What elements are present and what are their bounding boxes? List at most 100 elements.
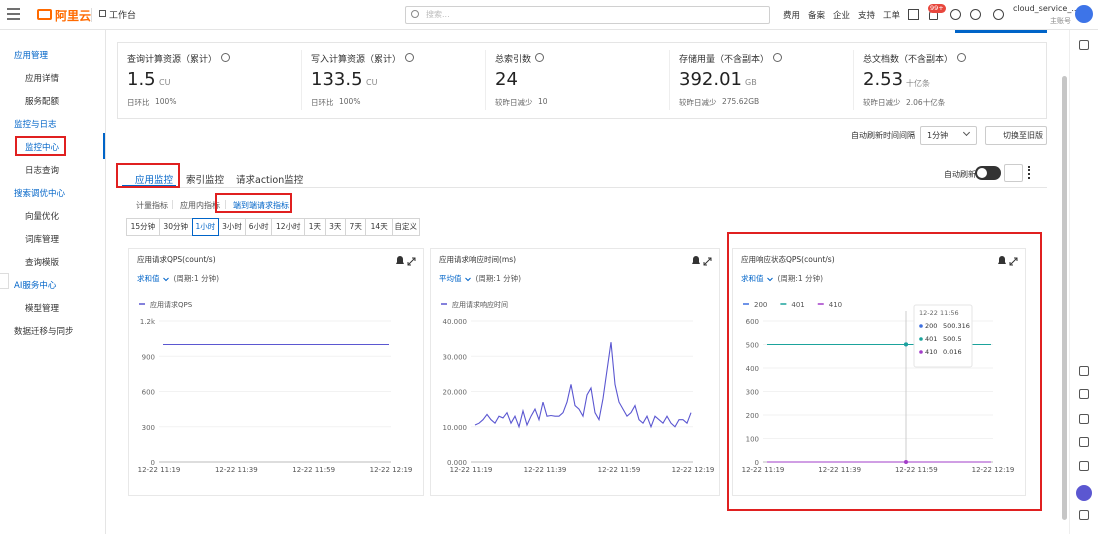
- sidebar-item[interactable]: 查询模版: [25, 258, 60, 268]
- sidebar-item[interactable]: 模型管理: [25, 304, 60, 314]
- rail-icon[interactable]: [1079, 461, 1089, 471]
- y-tick-label: 300: [746, 389, 759, 397]
- legend-label: 401: [791, 301, 804, 309]
- nav-icon[interactable]: [970, 9, 981, 20]
- x-tick-label: 12-22 11:39: [215, 466, 258, 474]
- ai-assistant-icon[interactable]: [1076, 485, 1092, 501]
- refresh-button[interactable]: [1004, 164, 1023, 182]
- sidebar-item[interactable]: 应用详情: [25, 74, 60, 84]
- time-range-button[interactable]: 14天: [365, 218, 393, 236]
- rail-icon[interactable]: [1079, 510, 1089, 520]
- tab[interactable]: 请求action监控: [236, 175, 304, 186]
- rail-icon[interactable]: [1079, 40, 1089, 50]
- stat-label: 写入计算资源（累计）: [311, 55, 402, 65]
- y-tick-label: 10.000: [443, 424, 468, 432]
- sidebar-item[interactable]: 服务配额: [25, 97, 60, 107]
- more-menu[interactable]: [1028, 166, 1031, 179]
- nav-link[interactable]: 支持: [858, 11, 876, 21]
- right-rail: [1069, 30, 1098, 534]
- help-icon: [221, 53, 230, 62]
- nav-link[interactable]: 备案: [808, 11, 826, 21]
- rail-icon[interactable]: [1079, 414, 1089, 424]
- expand-icon[interactable]: [703, 257, 712, 266]
- stats-divider: [669, 50, 670, 110]
- nav-icon[interactable]: [950, 9, 961, 20]
- stat-value: 1.5: [127, 69, 156, 90]
- toggle-knob: [977, 168, 987, 178]
- sidebar-section[interactable]: 应用管理: [14, 51, 49, 61]
- sidebar-section[interactable]: 监控与日志: [14, 120, 57, 130]
- stat-label: 总文档数（不含副本）: [863, 55, 954, 65]
- time-range-button[interactable]: 自定义: [392, 218, 420, 236]
- alert-icon[interactable]: [998, 256, 1006, 264]
- x-tick-label: 12-22 11:59: [292, 466, 335, 474]
- y-tick-label: 200: [746, 412, 759, 420]
- top-bar: [0, 0, 1098, 30]
- active-indicator: [103, 133, 105, 159]
- rail-icon[interactable]: [1079, 366, 1089, 376]
- tab[interactable]: 索引监控: [186, 175, 225, 186]
- time-range-button[interactable]: 1天: [304, 218, 326, 236]
- chart-title: 应用请求QPS(count/s): [137, 254, 216, 264]
- sidebar-item[interactable]: 日志查询: [25, 166, 60, 176]
- nav-icon[interactable]: [993, 9, 1004, 20]
- x-tick-label: 12-22 12:19: [370, 466, 413, 474]
- y-tick-label: 600: [746, 318, 759, 326]
- x-tick-label: 12-22 12:19: [672, 466, 715, 474]
- series-line: [474, 342, 692, 429]
- y-tick-label: 100: [746, 436, 759, 444]
- stat-label: 总索引数: [495, 55, 532, 65]
- nav-link[interactable]: 工单: [883, 11, 901, 21]
- search-box[interactable]: [405, 6, 770, 24]
- nav-link[interactable]: 费用: [783, 11, 801, 21]
- alert-icon[interactable]: [692, 256, 700, 264]
- subtab[interactable]: 端到端请求指标: [233, 201, 289, 210]
- dropdown-arrow: [465, 277, 471, 282]
- time-range-button[interactable]: 7天: [345, 218, 367, 236]
- stat-compare-label: 较昨日减少: [495, 98, 533, 107]
- sidebar-section[interactable]: AI服务中心: [14, 281, 57, 291]
- chart-card: 应用响应状态QPS(count/s) 求和值 (周期:1 分钟) 0 100 200 300…: [732, 248, 1026, 496]
- time-range-button[interactable]: 3小时: [218, 218, 246, 236]
- time-range-button[interactable]: 12小时: [271, 218, 306, 236]
- highlight-box: [215, 193, 292, 213]
- interval-select[interactable]: [920, 126, 977, 145]
- aggregation-select[interactable]: 平均值: [439, 273, 462, 283]
- sidebar-section[interactable]: 数据迁移与同步: [14, 327, 74, 337]
- nav-icon[interactable]: [908, 9, 919, 20]
- tab[interactable]: 应用监控: [135, 175, 174, 186]
- sidebar-item[interactable]: 向量优化: [25, 212, 60, 222]
- expand-icon[interactable]: [1009, 257, 1018, 266]
- sidebar-item[interactable]: 监控中心: [25, 143, 60, 153]
- subtab[interactable]: 应用内指标: [180, 201, 220, 210]
- sidebar-item[interactable]: 词库管理: [25, 235, 60, 245]
- sidebar-section[interactable]: 搜索调优中心: [14, 189, 66, 199]
- stats-divider: [485, 50, 486, 110]
- time-range-button[interactable]: 1小时: [191, 218, 220, 236]
- time-range-button[interactable]: 30分钟: [158, 218, 193, 236]
- tooltip-name: 200: [925, 322, 937, 330]
- avatar[interactable]: [1075, 5, 1093, 23]
- switch-label: 切换至旧版: [1003, 131, 1043, 140]
- tooltip-value: 500.316: [943, 322, 970, 330]
- aggregation-select[interactable]: 求和值: [741, 273, 764, 283]
- switch-button[interactable]: [985, 126, 1047, 145]
- stat-value: 133.5: [311, 69, 363, 90]
- subtab[interactable]: 计量指标: [136, 201, 168, 210]
- aggregation-select[interactable]: 求和值: [137, 273, 160, 283]
- chart: 应用请求QPS(count/s) 求和值 (周期:1 分钟) 0 300 600 900 1.…: [137, 254, 416, 474]
- rail-icon[interactable]: [1079, 437, 1089, 447]
- time-range-button[interactable]: 15分钟: [126, 218, 160, 236]
- alert-icon[interactable]: [396, 256, 404, 264]
- search-placeholder: 搜索...: [426, 10, 450, 19]
- time-range-button[interactable]: 3天: [324, 218, 346, 236]
- account-name[interactable]: cloud_service_...: [1013, 4, 1079, 13]
- collapse-tab[interactable]: [0, 273, 9, 289]
- workbench-link[interactable]: 工作台: [109, 11, 137, 21]
- chart: 应用响应状态QPS(count/s) 求和值 (周期:1 分钟) 0 100 200 300…: [741, 254, 1018, 474]
- time-range-button[interactable]: 6小时: [244, 218, 273, 236]
- rail-icon[interactable]: [1079, 389, 1089, 399]
- expand-icon[interactable]: [407, 257, 416, 266]
- tab-baseline: [117, 187, 1047, 188]
- nav-link[interactable]: 企业: [833, 11, 851, 21]
